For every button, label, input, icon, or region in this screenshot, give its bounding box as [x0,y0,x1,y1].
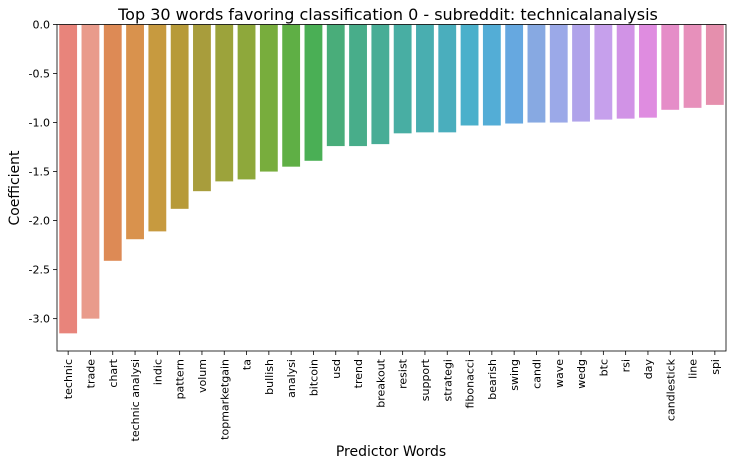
x-tick-label: chart [107,358,120,387]
bar-trade [81,24,100,319]
bar-day [639,24,657,118]
x-tick-label: bitcoin [307,359,320,396]
plot-frame [56,24,727,352]
y-tick-label: -1.5 [29,166,50,179]
x-tick-label: btc [597,359,610,376]
x-tick-label: rsi [620,359,633,372]
bar-btc [594,24,613,120]
x-tick-label: wave [553,359,566,388]
x-tick-label: topmarketgain [218,359,231,440]
bar-fibonacci [460,24,479,126]
y-tick-label: -1.0 [29,117,50,130]
x-tick-label: volum [196,359,209,393]
bar-support [416,24,434,133]
bar-ta [237,24,256,180]
x-tick-label: bullish [263,359,276,395]
y-tick-label: -3.0 [29,313,50,326]
x-tick-label: day [642,359,655,380]
bar-analysi [282,24,301,167]
x-tick-label: candlestick [664,358,677,421]
chart-title: Top 30 words favoring classification 0 -… [117,5,658,24]
bar-technic [59,24,78,334]
x-axis-label: Predictor Words [336,444,446,460]
bar-line [683,24,702,108]
x-tick-label: indic [151,359,164,385]
y-tick-label: -2.0 [29,215,50,228]
bar-candlestick [661,24,680,110]
x-tick-label: spi [709,359,722,375]
bar-resist [393,24,412,134]
bar-breakout [371,24,390,145]
x-tick-label: technic [62,359,75,399]
bar-spi [705,24,724,105]
x-tick-label: line [687,359,700,379]
bar-bearish [482,24,501,126]
bar-wave [549,24,568,123]
x-tick-label: swing [508,359,521,391]
x-tick-label: strategi [441,359,454,401]
x-tick-label: pattern [174,359,187,399]
y-tick-label: 0.0 [33,19,51,32]
bar-trend [349,24,367,147]
y-tick-label: -2.5 [29,264,50,277]
bar-volum [193,24,211,192]
x-tick-label: usd [330,359,343,379]
bar-topmarketgain [215,24,234,182]
x-tick-label: trade [84,359,97,389]
bar-bitcoin [304,24,323,161]
x-axis: technic trade chart technic analysi indic pat… [62,351,722,441]
bar-wedg [572,24,590,122]
x-tick-label: fibonacci [464,359,477,409]
bar-swing [505,24,524,124]
bar-candl [527,24,546,123]
bar-usd [326,24,345,147]
x-tick-label: wedg [575,359,588,389]
bar-technic-analysi [126,24,144,240]
y-axis-label: Coefficient [7,150,23,226]
y-tick-label: -0.5 [29,68,50,81]
x-tick-label: support [419,358,432,401]
x-tick-label: candl [530,359,543,389]
bar-indic [148,24,167,232]
x-tick-label: bearish [486,359,499,400]
x-tick-label: breakout [374,358,387,407]
x-tick-label: analysi [285,359,298,398]
bar-chart [103,24,122,261]
bar-pattern [170,24,189,209]
x-tick-label: ta [241,359,254,370]
bar-rsi [616,24,635,119]
bar-bullish [259,24,278,172]
x-tick-label: trend [352,359,365,388]
x-tick-label: resist [397,358,410,389]
bar-strategi [438,24,457,133]
x-tick-label: technic analysi [129,359,142,441]
bars-group [59,24,724,334]
y-axis: 0.0 -0.5 -1.0 -1.5 -2.0 -2.5 -3.0 [29,19,57,326]
